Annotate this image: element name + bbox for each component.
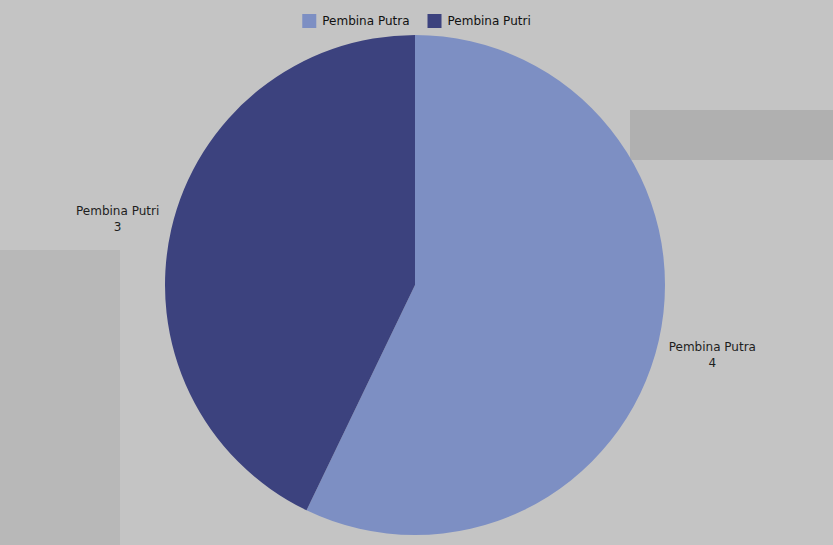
data-label-value: 4 — [709, 356, 717, 370]
background-shape — [630, 110, 833, 160]
data-label-value: 3 — [114, 220, 122, 234]
pie — [165, 35, 665, 535]
legend-label: Pembina Putra — [322, 14, 409, 28]
legend-swatch — [428, 14, 442, 28]
data-labels: Pembina Putra 4 Pembina Putri 3 — [76, 204, 756, 370]
data-label-name: Pembina Putri — [76, 204, 159, 218]
background — [0, 0, 833, 545]
legend-item: Pembina Putri — [428, 14, 531, 28]
legend-label: Pembina Putri — [448, 14, 531, 28]
chart: Pembina Putra4Pembina Putri3Pembina Putr… — [0, 0, 833, 545]
data-label-name: Pembina Putra — [669, 340, 756, 354]
background-shape — [0, 250, 120, 545]
legend-item: Pembina Putra — [302, 14, 409, 28]
legend-swatch — [302, 14, 316, 28]
legend: Pembina Putra Pembina Putri — [302, 14, 530, 28]
pie-slice — [165, 35, 415, 510]
